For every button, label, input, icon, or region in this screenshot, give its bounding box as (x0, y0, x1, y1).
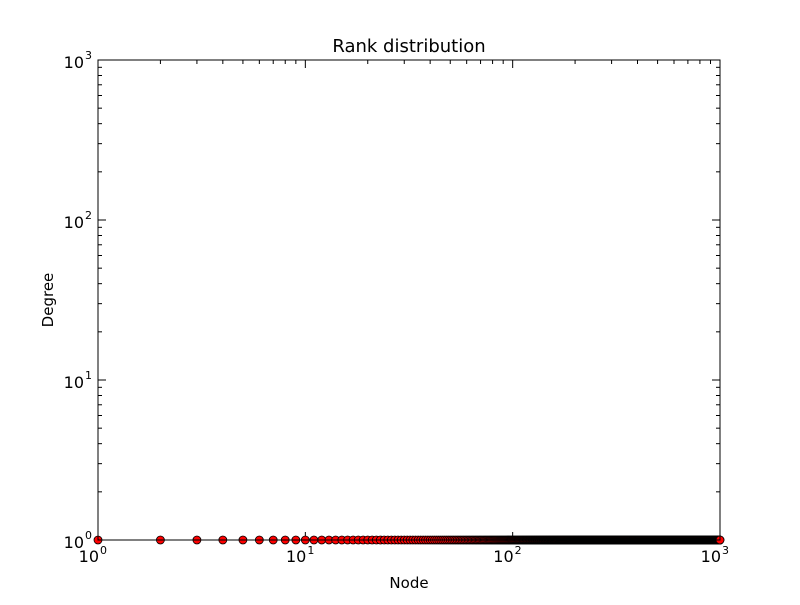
x-tick-label-exponent: 3 (722, 544, 729, 557)
plot-frame (97, 59, 721, 541)
plot-area (98, 60, 720, 540)
x-tick-label: 10 0 (79, 544, 107, 566)
x-tick-label-exponent: 1 (307, 544, 314, 557)
x-tick-label: 10 3 (701, 544, 729, 566)
x-tick-label-exponent: 0 (100, 544, 107, 557)
x-tick-label-base: 10 (701, 547, 721, 566)
y-tick-label-base: 10 (64, 53, 84, 72)
y-tick-label-exponent: 3 (85, 49, 92, 62)
y-tick-label-exponent: 1 (85, 369, 92, 382)
x-tick-label: 10 2 (493, 544, 521, 566)
x-tick-labels: 10 0 10 1 10 2 10 3 (79, 544, 729, 566)
x-axis-label: Node (389, 574, 428, 592)
y-tick-label-base: 10 (64, 213, 84, 232)
y-tick-label-base: 10 (64, 533, 84, 552)
y-tick-label: 10 2 (64, 209, 92, 232)
x-tick-label: 10 1 (286, 544, 314, 566)
x-tick-label-base: 10 (79, 547, 99, 566)
chart-title: Rank distribution (332, 36, 485, 57)
x-tick-label-exponent: 2 (515, 544, 522, 557)
y-axis-label: Degree (39, 273, 57, 328)
y-tick-label-exponent: 2 (85, 209, 92, 222)
y-tick-label: 10 1 (64, 369, 92, 392)
x-tick-label-base: 10 (286, 547, 306, 566)
y-tick-label: 10 3 (64, 49, 92, 72)
y-tick-label-exponent: 0 (85, 529, 92, 542)
x-tick-label-base: 10 (493, 547, 513, 566)
y-tick-label-base: 10 (64, 373, 84, 392)
y-tick-label: 10 0 (64, 529, 92, 552)
